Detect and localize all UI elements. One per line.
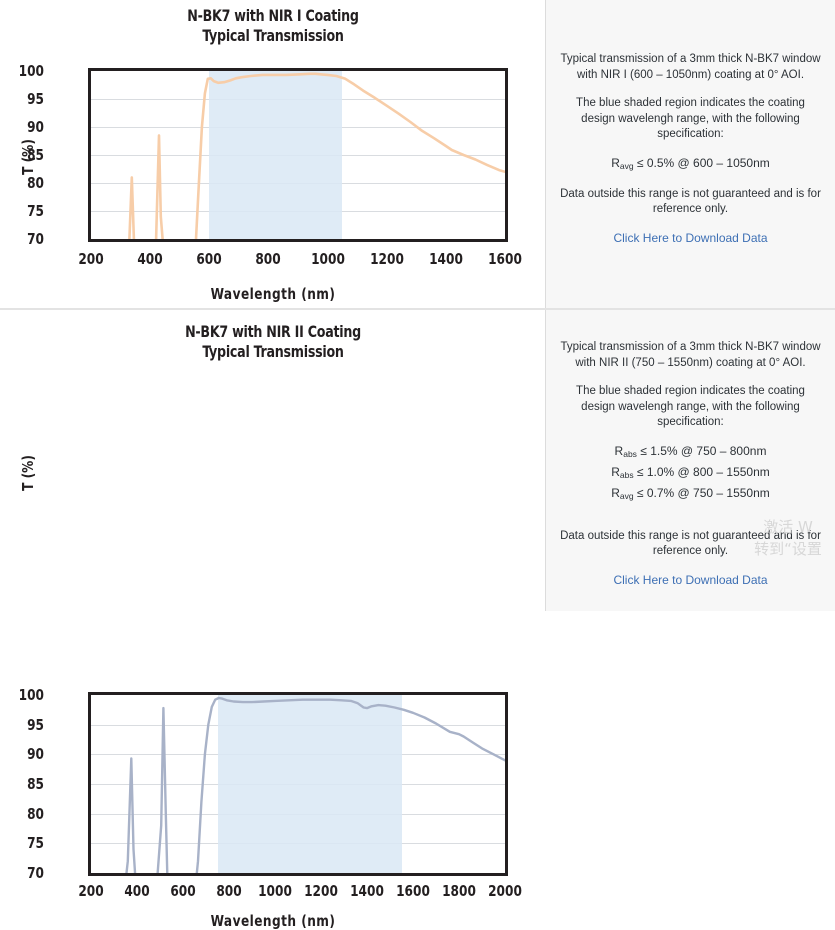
y-tick-label: 100 (18, 686, 44, 704)
nir2-transmission-curve (125, 696, 505, 873)
nir2-info-pane: Typical transmission of a 3mm thick N-BK… (546, 310, 835, 611)
nir1-transmission-curve (128, 72, 505, 239)
y-tick-label: 75 (27, 834, 44, 853)
y-tick-label: 90 (27, 118, 44, 136)
x-tick-label: 1600 (488, 250, 522, 268)
nir1-info-text: Typical transmission of a 3mm thick N-BK… (560, 52, 821, 246)
y-tick-label: 85 (27, 146, 44, 164)
nir2-chart-pane: N-BK7 with NIR II Coating Typical Transm… (0, 310, 546, 930)
spec-line: Rabs ≤ 1.5% @ 750 – 800nm (614, 443, 767, 459)
nir1-para-1: Typical transmission of a 3mm thick N-BK… (560, 53, 821, 81)
y-tick-label: 70 (27, 230, 44, 248)
y-tick-label: 85 (27, 775, 44, 793)
nir1-row: N-BK7 with NIR I Coating Typical Transmi… (0, 0, 835, 308)
nir1-spec-list: Ravg ≤ 0.5% @ 600 – 1050nm (560, 156, 821, 174)
y-tick-label: 80 (27, 174, 44, 192)
nir2-plot-area (88, 692, 508, 876)
x-tick-label: 600 (196, 250, 222, 268)
y-tick-label: 100 (18, 62, 44, 80)
y-tick-label: 95 (27, 90, 44, 108)
nir2-chart-title: N-BK7 with NIR II Coating Typical Transm… (33, 322, 513, 362)
nir1-title-line1: N-BK7 with NIR I Coating (187, 6, 359, 25)
nir1-chart-pane: N-BK7 with NIR I Coating Typical Transmi… (0, 0, 546, 308)
x-tick-label: 1400 (428, 250, 463, 268)
x-tick-label: 800 (255, 250, 282, 268)
nir1-para-2: The blue shaded region indicates the coa… (576, 97, 805, 140)
y-tick-label: 75 (27, 202, 44, 220)
x-tick-label: 400 (137, 250, 163, 268)
nir2-y-axis-label: T (%) (19, 455, 37, 491)
nir1-download-data-link[interactable]: Click Here to Download Data (613, 230, 768, 245)
nir2-spacer (560, 518, 821, 529)
nir2-download-data-link[interactable]: Click Here to Download Data (613, 572, 768, 587)
nir2-info-text: Typical transmission of a 3mm thick N-BK… (560, 340, 821, 588)
nir2-title-line1: N-BK7 with NIR II Coating (185, 322, 361, 341)
nir1-para-3: Data outside this range is not guarantee… (560, 187, 821, 216)
nir2-para-3: Data outside this range is not guarantee… (560, 529, 821, 558)
nir1-x-axis-label: Wavelength (nm) (210, 285, 336, 303)
y-tick-label: 80 (27, 804, 44, 823)
nir1-plot-area (88, 68, 508, 242)
panel-divider (0, 308, 835, 310)
spec-line: Ravg ≤ 0.7% @ 750 – 1550nm (611, 486, 770, 502)
nir2-para-2: The blue shaded region indicates the coa… (576, 385, 805, 428)
x-tick-label: 1200 (369, 250, 404, 268)
x-tick-label: 1000 (310, 250, 345, 268)
x-tick-label: 2000 (488, 882, 522, 900)
nir1-chart-title: N-BK7 with NIR I Coating Typical Transmi… (33, 6, 513, 46)
y-tick-label: 90 (27, 745, 44, 764)
nir1-info-pane: Typical transmission of a 3mm thick N-BK… (546, 0, 835, 308)
spec-line: Rabs ≤ 1.0% @ 800 – 1550nm (611, 464, 770, 480)
nir2-para-1: Typical transmission of a 3mm thick N-BK… (560, 341, 821, 369)
spec-line: Ravg ≤ 0.5% @ 600 – 1050nm (611, 155, 770, 171)
y-tick-label: 70 (27, 864, 44, 882)
nir1-design-band (209, 71, 343, 239)
nir2-row: N-BK7 with NIR II Coating Typical Transm… (0, 310, 835, 930)
nir2-title-line2: Typical Transmission (202, 342, 344, 361)
y-tick-label: 95 (27, 715, 44, 734)
nir2-x-axis-label: Wavelength (nm) (210, 912, 336, 930)
x-tick-label: 200 (78, 250, 104, 268)
nir2-spec-list: Rabs ≤ 1.5% @ 750 – 800nm Rabs ≤ 1.0% @ 8… (560, 444, 821, 505)
nir1-title-line2: Typical Transmission (202, 26, 344, 45)
